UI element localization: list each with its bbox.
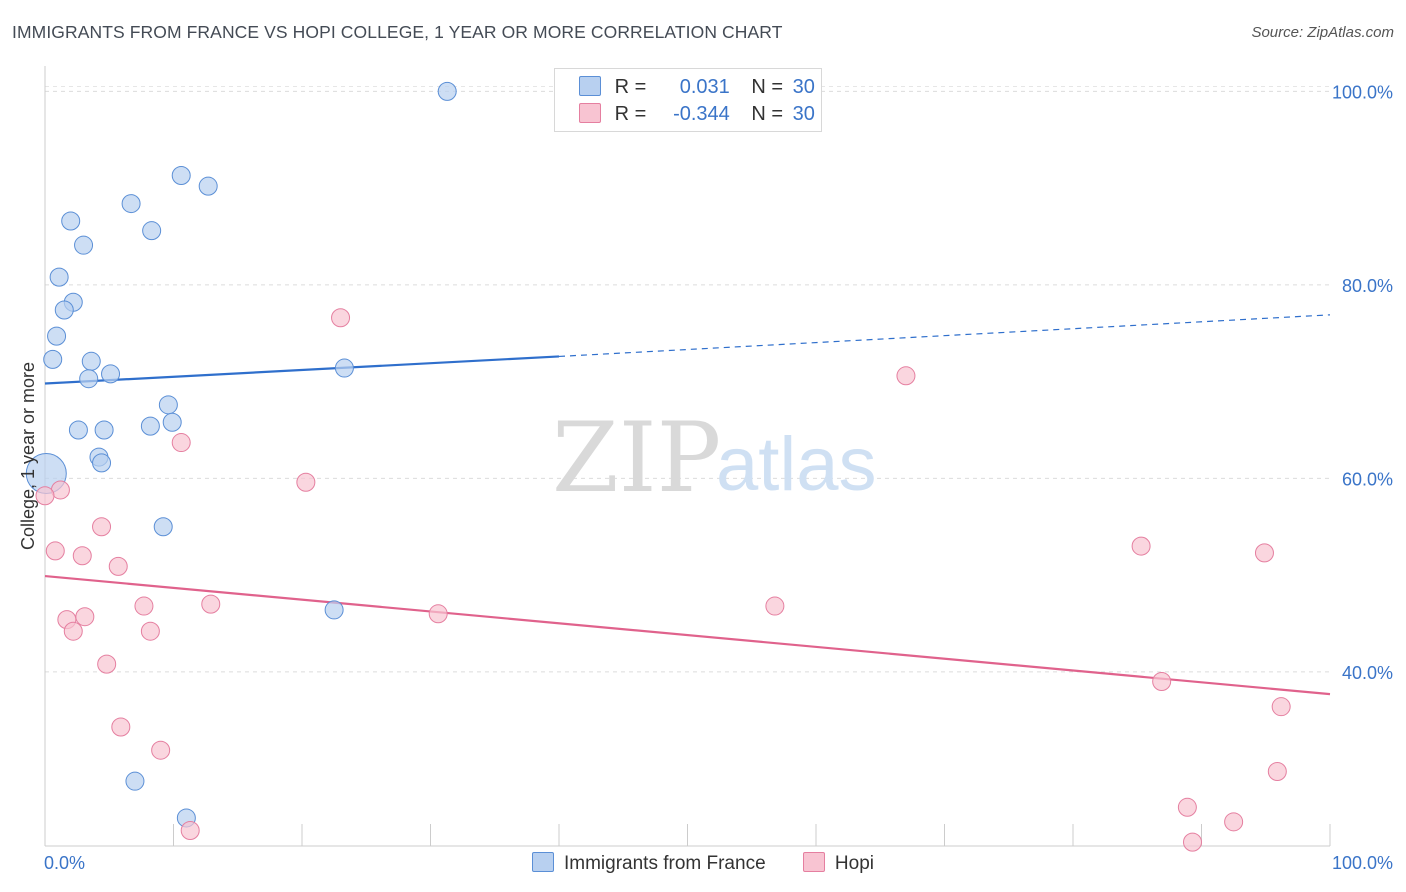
legend-n-value: 30 xyxy=(792,76,815,98)
legend-n-value: 30 xyxy=(792,103,815,125)
point-hopi xyxy=(111,717,131,737)
point-hopi xyxy=(296,472,316,492)
point-hopi xyxy=(134,596,154,616)
point-france xyxy=(49,267,69,287)
point-france xyxy=(101,364,121,384)
point-hopi xyxy=(765,596,785,616)
point-hopi xyxy=(45,541,65,561)
point-france xyxy=(61,211,81,231)
point-hopi xyxy=(428,604,448,624)
legend-swatch-france xyxy=(579,76,601,96)
x-tick-label-min: 0.0% xyxy=(44,853,85,873)
series-swatch-france xyxy=(531,852,554,872)
legend-n-label: N = xyxy=(751,103,784,125)
point-france xyxy=(81,351,101,371)
tick-labels: 40.0% 60.0% 80.0% 100.0% 0.0% 100.0% xyxy=(44,82,1393,873)
legend-swatch-hopi xyxy=(579,103,601,123)
point-hopi xyxy=(1183,832,1203,852)
point-hopi xyxy=(140,621,160,641)
source-credit: Source: ZipAtlas.com xyxy=(1251,24,1394,41)
trend-line-dashed xyxy=(558,314,1331,358)
point-france xyxy=(158,395,178,415)
point-france xyxy=(68,420,88,440)
point-france xyxy=(94,420,114,440)
point-hopi xyxy=(171,433,191,453)
legend-r-value: 0.031 xyxy=(679,76,730,98)
point-france xyxy=(140,416,160,436)
legend-r-label: R = xyxy=(614,76,647,98)
point-hopi xyxy=(1131,536,1151,556)
point-france xyxy=(54,300,74,320)
point-hopi xyxy=(1254,543,1274,563)
point-hopi xyxy=(201,594,221,614)
point-hopi xyxy=(180,821,200,841)
gridlines xyxy=(45,86,1330,673)
watermark-zip: ZIP xyxy=(552,402,721,514)
point-france xyxy=(43,349,63,369)
point-france xyxy=(153,517,173,537)
legend-n-label: N = xyxy=(751,76,784,98)
legend-row-france: R = 0.031 N = 30 xyxy=(579,76,815,100)
series-legend-item-hopi: Hopi xyxy=(802,852,874,875)
point-france xyxy=(125,771,145,791)
point-france xyxy=(162,412,182,432)
series-legend-label: Immigrants from France xyxy=(563,853,766,874)
series-legend-label: Hopi xyxy=(834,853,874,874)
point-hopi xyxy=(1267,762,1287,782)
point-france xyxy=(121,194,141,214)
y-tick-label: 80.0% xyxy=(1342,276,1393,296)
y-tick-label: 40.0% xyxy=(1342,663,1393,683)
point-france xyxy=(47,326,67,346)
point-hopi xyxy=(1224,812,1244,832)
correlation-legend: R = 0.031 N = 30 R = -0.344 N = 30 xyxy=(554,68,822,132)
point-hopi xyxy=(108,556,128,576)
point-france xyxy=(92,453,112,473)
point-hopi xyxy=(1177,797,1197,817)
chart-title: IMMIGRANTS FROM FRANCE VS HOPI COLLEGE, … xyxy=(12,22,783,42)
point-france xyxy=(437,81,457,101)
y-axis-title: College, 1 year or more xyxy=(18,362,38,550)
legend-r-value: -0.344 xyxy=(673,103,730,125)
trend-line-solid xyxy=(44,355,560,385)
point-france xyxy=(334,358,354,378)
point-france xyxy=(171,166,191,186)
point-hopi xyxy=(72,546,92,566)
series-swatch-hopi xyxy=(802,852,825,872)
point-france xyxy=(79,369,99,389)
point-france xyxy=(142,221,162,241)
y-tick-label: 60.0% xyxy=(1342,469,1393,489)
point-france xyxy=(324,600,344,620)
point-hopi xyxy=(92,517,112,537)
watermark-atlas: atlas xyxy=(716,422,877,507)
point-hopi xyxy=(896,366,916,386)
legend-r-label: R = xyxy=(614,103,647,125)
trend-line-solid xyxy=(44,574,1331,696)
series-legend: Immigrants from France Hopi xyxy=(0,852,1406,875)
point-hopi xyxy=(1152,672,1172,692)
trend-lines xyxy=(44,314,1331,696)
watermark: ZIP atlas xyxy=(552,402,877,514)
data-points xyxy=(25,81,1291,852)
series-legend-item-france: Immigrants from France xyxy=(531,852,766,875)
point-hopi xyxy=(97,654,117,674)
y-tick-label: 100.0% xyxy=(1332,82,1393,102)
point-hopi xyxy=(331,308,351,328)
legend-row-hopi: R = -0.344 N = 30 xyxy=(579,103,815,127)
point-hopi xyxy=(151,740,171,760)
point-hopi xyxy=(35,486,55,506)
point-hopi xyxy=(1271,697,1291,717)
point-france xyxy=(198,176,218,196)
point-hopi xyxy=(63,621,83,641)
point-hopi xyxy=(75,607,95,627)
point-france xyxy=(74,235,94,255)
x-tick-label-max: 100.0% xyxy=(1332,853,1393,873)
